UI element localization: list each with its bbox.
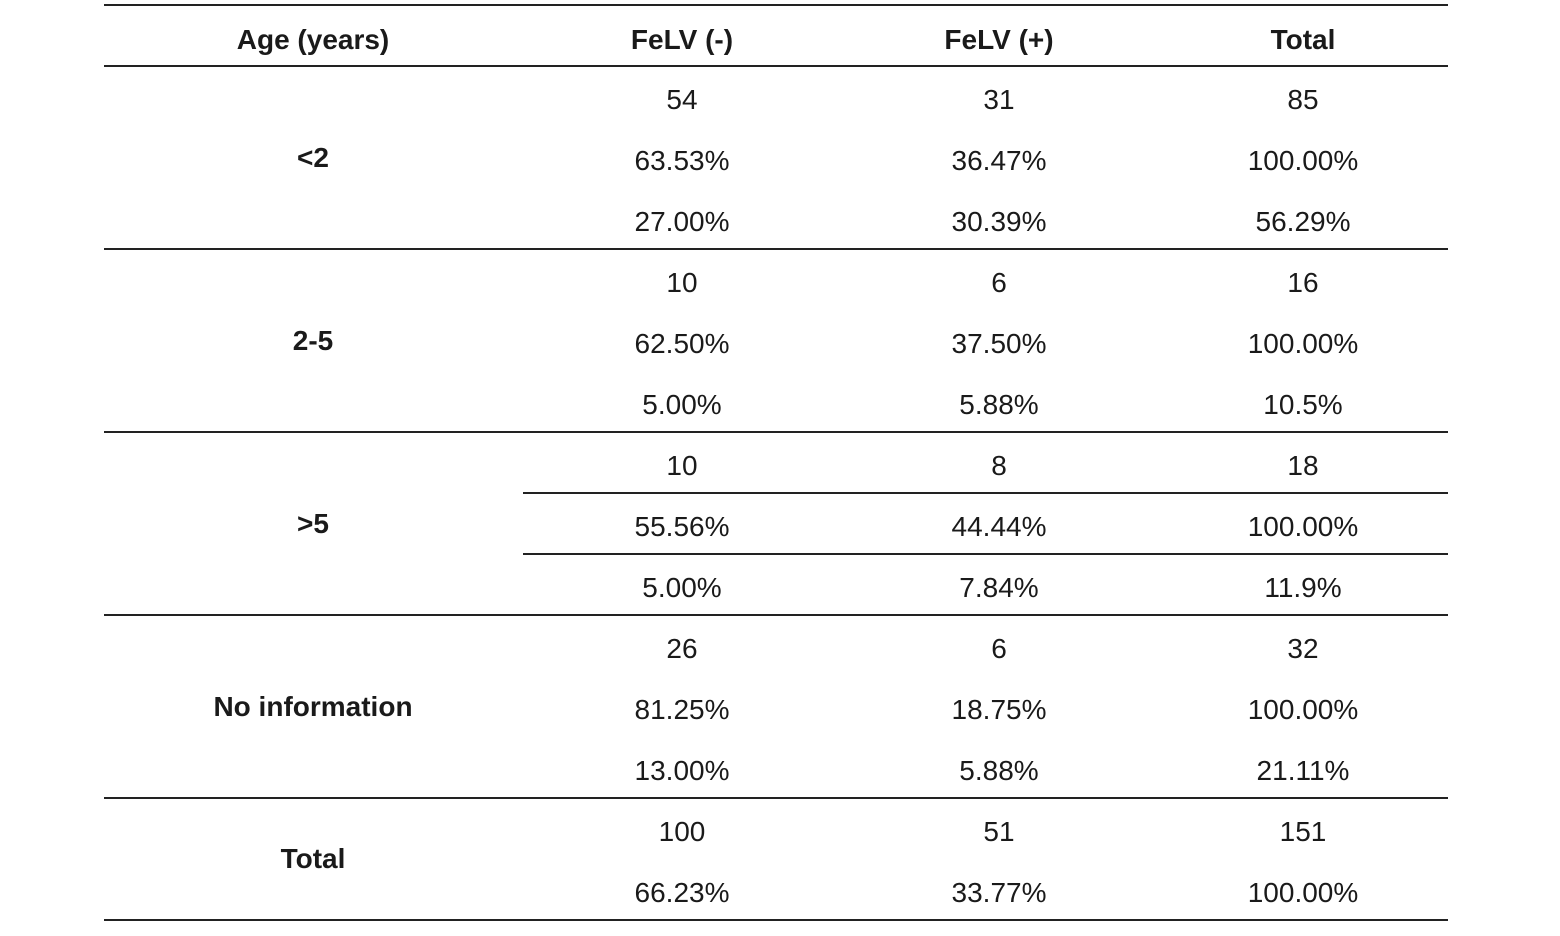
- rule: [104, 4, 1448, 6]
- table-cell: 100.00%: [1247, 327, 1359, 359]
- table-cell: 36.47%: [951, 144, 1047, 176]
- table-cell: 85: [1287, 83, 1319, 115]
- table-cell: 54: [666, 83, 698, 115]
- rule: [523, 492, 1448, 494]
- rule: [104, 797, 1448, 799]
- table-cell: 21.11%: [1256, 754, 1350, 786]
- rule: [104, 431, 1448, 433]
- row-group-label: <2: [297, 141, 329, 173]
- table-cell: 81.25%: [634, 693, 730, 725]
- table-cell: 8: [991, 449, 1007, 481]
- rule: [104, 614, 1448, 616]
- table-cell: 66.23%: [634, 876, 730, 908]
- table-cell: 32: [1287, 632, 1319, 664]
- table-cell: 10: [666, 266, 698, 298]
- table-cell: 7.84%: [959, 571, 1039, 603]
- table-cell: 151: [1279, 815, 1327, 847]
- table-cell: 6: [991, 266, 1007, 298]
- column-header: Total: [1270, 24, 1336, 55]
- table-cell: 13.00%: [634, 754, 730, 786]
- table-cell: 10: [666, 449, 698, 481]
- rule: [104, 248, 1448, 250]
- table-cell: 100: [658, 815, 706, 847]
- table-cell: 10.5%: [1263, 388, 1343, 420]
- table-cell: 62.50%: [634, 327, 730, 359]
- table-cell: 18: [1287, 449, 1319, 481]
- table-cell: 100.00%: [1247, 144, 1359, 176]
- table-cell: 11.9%: [1264, 571, 1342, 603]
- table-cell: 100.00%: [1247, 693, 1359, 725]
- row-group-label: 2-5: [292, 324, 334, 356]
- table-cell: 55.56%: [634, 510, 730, 542]
- rule: [104, 919, 1448, 921]
- table-cell: 5.00%: [642, 571, 722, 603]
- table-cell: 33.77%: [951, 876, 1047, 908]
- table-cell: 100.00%: [1247, 876, 1359, 908]
- row-group-label: No information: [213, 690, 413, 722]
- table-cell: 5.88%: [959, 388, 1039, 420]
- table-cell: 16: [1287, 266, 1319, 298]
- table-cell: 5.88%: [959, 754, 1039, 786]
- column-header: Age (years): [236, 24, 390, 55]
- table-cell: 26: [666, 632, 698, 664]
- table-cell: 30.39%: [951, 205, 1047, 237]
- table-cell: 31: [983, 83, 1015, 115]
- rule: [104, 65, 1448, 67]
- rule: [523, 553, 1448, 555]
- table-cell: 5.00%: [642, 388, 722, 420]
- column-header: FeLV (-): [630, 24, 734, 55]
- table-cell: 27.00%: [634, 205, 730, 237]
- row-group-label: >5: [297, 507, 329, 539]
- table-cell: 63.53%: [634, 144, 730, 176]
- table-cell: 56.29%: [1255, 205, 1351, 237]
- column-header: FeLV (+): [944, 24, 1054, 55]
- table-cell: 51: [983, 815, 1015, 847]
- table-cell: 100.00%: [1247, 510, 1359, 542]
- table-cell: 37.50%: [951, 327, 1047, 359]
- table-cell: 44.44%: [951, 510, 1047, 542]
- table-cell: 18.75%: [951, 693, 1047, 725]
- table-cell: 6: [991, 632, 1007, 664]
- row-group-label: Total: [280, 843, 346, 874]
